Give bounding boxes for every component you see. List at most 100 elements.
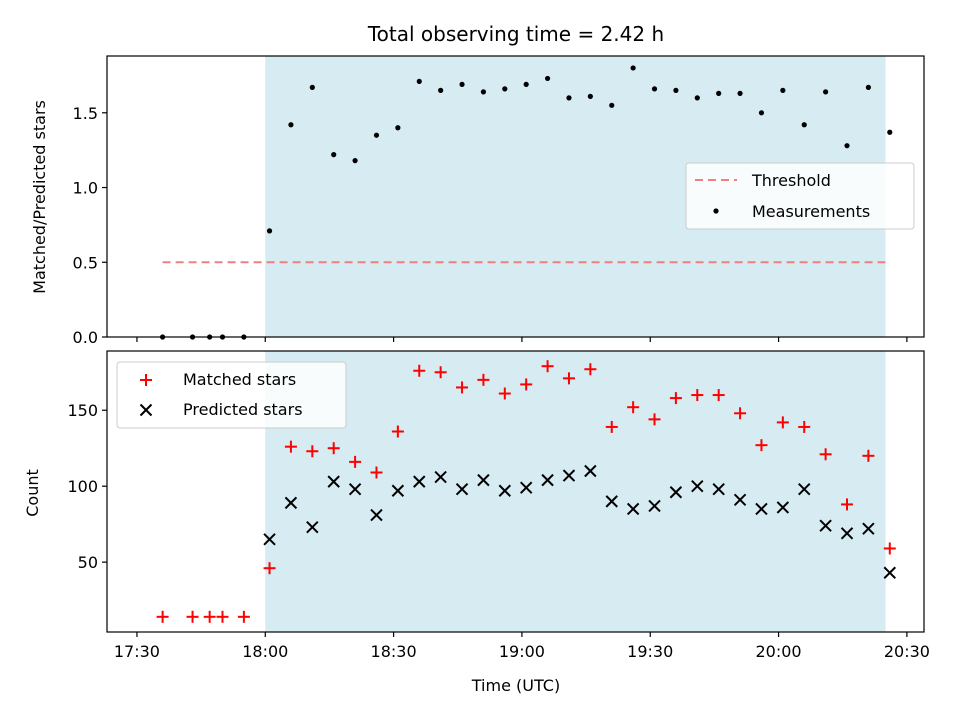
matched-point — [237, 610, 250, 623]
measurement-point — [288, 122, 294, 128]
ratio-y-label: Matched/Predicted stars — [30, 100, 49, 294]
predicted-point — [862, 522, 875, 535]
measurement-point — [780, 87, 786, 93]
ratio-y-tick-label: 0.0 — [73, 328, 98, 347]
predicted-point — [327, 475, 340, 488]
measurement-point — [566, 95, 572, 101]
matched-point — [156, 610, 169, 623]
legend-matched-marker — [140, 374, 152, 386]
matched-point — [883, 542, 896, 555]
predicted-point — [798, 483, 811, 496]
matched-point — [712, 389, 725, 402]
matched-point — [413, 364, 426, 377]
matched-point — [327, 442, 340, 455]
count-y-tick-label: 50 — [78, 553, 98, 572]
predicted-point — [840, 527, 854, 540]
matched-point — [648, 413, 661, 426]
measurement-point — [651, 86, 658, 92]
predicted-points — [263, 464, 896, 579]
matched-point — [456, 381, 469, 394]
matched-point — [284, 440, 297, 453]
chart-title: Total observing time = 2.42 h — [367, 22, 664, 46]
count-x-label: Time (UTC) — [471, 676, 560, 695]
ratio-y-tick-label: 1.5 — [73, 104, 98, 123]
matched-point — [734, 407, 747, 420]
measurement-point — [587, 93, 593, 99]
matched-point — [755, 439, 768, 452]
matched-point — [391, 425, 404, 438]
count-legend: Matched stars Predicted stars — [116, 361, 347, 429]
measurement-point — [352, 158, 358, 164]
measurement-point — [373, 132, 380, 138]
measurement-point — [309, 84, 315, 90]
measurement-point — [716, 90, 722, 96]
matched-point — [562, 372, 575, 385]
legend-predicted-label: Predicted stars — [183, 400, 303, 419]
predicted-point — [477, 473, 490, 487]
count-legend-box — [116, 361, 347, 429]
measurement-point — [438, 87, 444, 93]
predicted-point — [455, 483, 469, 496]
matched-point — [669, 392, 682, 405]
ratio-y-ticks: 0.0 0.5 1.0 1.5 — [73, 104, 107, 347]
count-panel: 50 100 150 17:30 18:00 18:30 19:00 19:30 20:00 2… — [23, 350, 930, 695]
measurement-point — [844, 143, 850, 149]
predicted-point — [883, 566, 896, 579]
predicted-point — [584, 464, 597, 478]
measurement-point — [673, 87, 679, 93]
predicted-point — [263, 533, 276, 546]
predicted-point — [605, 495, 618, 508]
matched-point — [862, 449, 875, 462]
predicted-point — [370, 508, 383, 522]
count-shaded-span — [265, 351, 886, 632]
measurement-point — [331, 152, 337, 158]
ratio-legend-box — [685, 162, 915, 230]
legend-measurements-label: Measurements — [752, 202, 870, 221]
measurement-point — [823, 89, 829, 95]
count-x-tick-label: 19:00 — [499, 642, 545, 661]
measurement-point — [801, 122, 807, 128]
matched-point — [263, 562, 276, 575]
count-x-ticks: 17:30 18:00 18:30 19:00 19:30 20:00 20:30 — [114, 632, 930, 661]
predicted-point — [712, 483, 725, 496]
count-y-ticks: 50 100 150 — [67, 401, 107, 572]
predicted-point — [519, 481, 533, 494]
legend-measurements-swatch — [713, 208, 719, 214]
measurement-point — [480, 89, 487, 95]
measurement-point — [758, 110, 765, 116]
matched-point — [306, 445, 319, 458]
predicted-point — [819, 519, 832, 532]
count-x-tick-label: 18:30 — [371, 642, 417, 661]
matched-point — [605, 420, 618, 433]
count-plot-frame — [106, 350, 925, 633]
matched-point — [203, 610, 216, 623]
count-y-label: Count — [23, 469, 42, 517]
predicted-point — [648, 499, 661, 513]
count-x-tick-label: 17:30 — [114, 642, 160, 661]
matched-point — [776, 416, 789, 429]
count-y-tick-label: 100 — [67, 477, 98, 496]
matched-point — [370, 466, 383, 479]
ratio-x-ticks — [136, 337, 908, 342]
predicted-point — [776, 501, 790, 514]
legend-predicted-swatch — [139, 403, 153, 417]
matched-point — [216, 610, 229, 623]
matched-points — [156, 360, 896, 623]
matched-point — [186, 610, 199, 623]
count-y-tick-label: 150 — [67, 401, 98, 420]
predicted-point — [691, 479, 704, 493]
predicted-point — [391, 484, 405, 497]
measurement-point — [609, 102, 615, 108]
measurement-point — [523, 81, 529, 87]
measurement-point — [395, 125, 401, 131]
predicted-point — [306, 520, 319, 534]
matched-point — [520, 378, 533, 391]
measurement-point — [887, 129, 893, 135]
predicted-point — [498, 484, 512, 497]
measurement-point — [694, 95, 700, 101]
legend-matched-swatch — [140, 374, 152, 386]
ratio-points — [160, 65, 893, 340]
predicted-point — [562, 469, 576, 482]
ratio-y-tick-label: 1.0 — [73, 179, 98, 198]
count-x-tick-label: 18:00 — [242, 642, 288, 661]
